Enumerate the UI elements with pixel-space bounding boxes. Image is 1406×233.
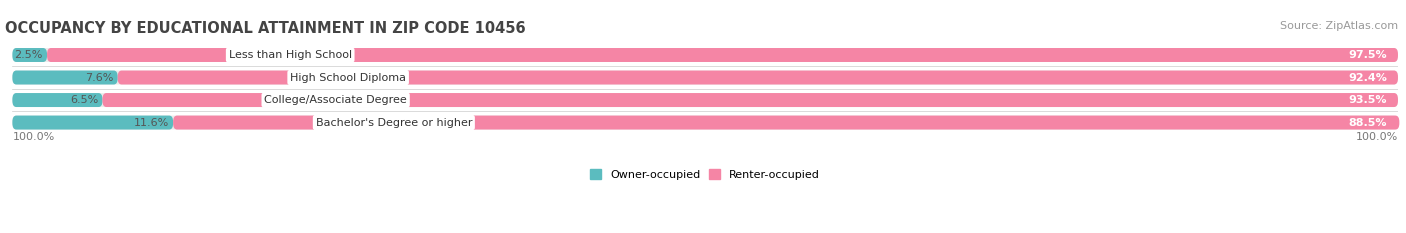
FancyBboxPatch shape bbox=[103, 93, 1398, 107]
Text: 93.5%: 93.5% bbox=[1348, 95, 1386, 105]
Text: Less than High School: Less than High School bbox=[229, 50, 352, 60]
FancyBboxPatch shape bbox=[13, 93, 103, 107]
Text: 88.5%: 88.5% bbox=[1348, 118, 1386, 127]
FancyBboxPatch shape bbox=[13, 93, 1398, 107]
Text: High School Diploma: High School Diploma bbox=[290, 72, 406, 82]
Text: 100.0%: 100.0% bbox=[13, 131, 55, 141]
Text: OCCUPANCY BY EDUCATIONAL ATTAINMENT IN ZIP CODE 10456: OCCUPANCY BY EDUCATIONAL ATTAINMENT IN Z… bbox=[6, 21, 526, 36]
FancyBboxPatch shape bbox=[173, 116, 1399, 130]
Text: 100.0%: 100.0% bbox=[1355, 131, 1398, 141]
Text: 7.6%: 7.6% bbox=[86, 72, 114, 82]
FancyBboxPatch shape bbox=[13, 116, 1398, 130]
Legend: Owner-occupied, Renter-occupied: Owner-occupied, Renter-occupied bbox=[586, 165, 825, 184]
Text: 97.5%: 97.5% bbox=[1348, 50, 1386, 60]
Text: 2.5%: 2.5% bbox=[14, 50, 42, 60]
Text: 6.5%: 6.5% bbox=[70, 95, 98, 105]
FancyBboxPatch shape bbox=[46, 48, 1398, 62]
Text: Source: ZipAtlas.com: Source: ZipAtlas.com bbox=[1279, 21, 1398, 31]
FancyBboxPatch shape bbox=[13, 71, 118, 85]
FancyBboxPatch shape bbox=[13, 71, 1398, 85]
FancyBboxPatch shape bbox=[13, 116, 173, 130]
Text: 11.6%: 11.6% bbox=[134, 118, 169, 127]
Text: College/Associate Degree: College/Associate Degree bbox=[264, 95, 406, 105]
Text: Bachelor's Degree or higher: Bachelor's Degree or higher bbox=[315, 118, 472, 127]
FancyBboxPatch shape bbox=[13, 48, 46, 62]
FancyBboxPatch shape bbox=[118, 71, 1398, 85]
Text: 92.4%: 92.4% bbox=[1348, 72, 1386, 82]
FancyBboxPatch shape bbox=[13, 48, 1398, 62]
